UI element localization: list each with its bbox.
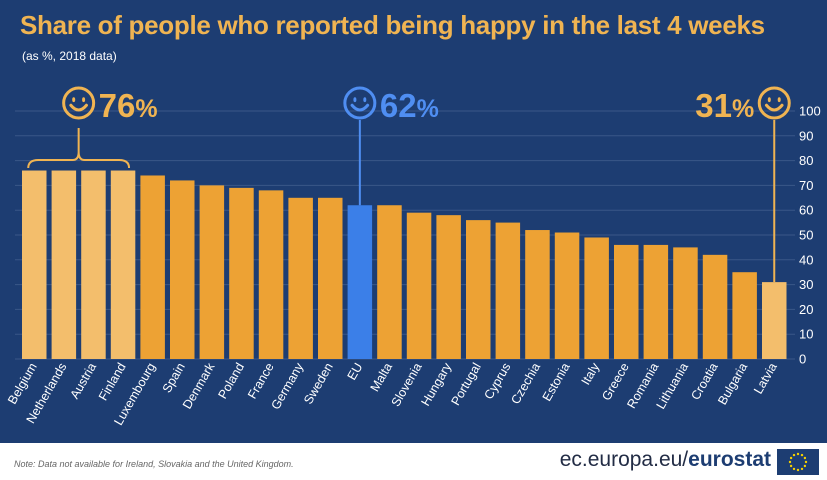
bar-croatia xyxy=(702,254,728,359)
category-label: Poland xyxy=(215,360,247,401)
bar-romania xyxy=(643,244,669,359)
callout-number: 62 xyxy=(380,87,417,124)
category-label: Malta xyxy=(368,360,395,394)
callout-unit: % xyxy=(135,95,157,123)
bar-netherlands xyxy=(51,170,77,359)
y-tick-label: 20 xyxy=(799,302,813,317)
y-tick-label: 90 xyxy=(799,128,813,143)
callout-value: 76% xyxy=(99,87,158,124)
category-label: France xyxy=(245,360,277,401)
callout-unit: % xyxy=(732,95,754,123)
y-tick-label: 0 xyxy=(799,352,806,367)
callout-number: 76 xyxy=(99,87,136,124)
category-label: Croatia xyxy=(688,360,720,402)
smiley-icon xyxy=(343,86,377,120)
bar-slovenia xyxy=(406,212,432,359)
y-tick-label: 60 xyxy=(799,203,813,218)
bar-czechia xyxy=(525,230,550,359)
bar-bulgaria xyxy=(732,272,757,359)
category-label: Austria xyxy=(67,360,99,401)
bar-france xyxy=(258,190,284,359)
bar-portugal xyxy=(466,220,491,359)
callout-unit: % xyxy=(417,95,439,123)
category-label: Estonia xyxy=(540,360,573,403)
bar-greece xyxy=(614,244,639,359)
eu-flag-icon xyxy=(777,449,819,475)
brand-prefix: ec.europa.eu/ xyxy=(559,448,689,471)
y-tick-label: 50 xyxy=(799,228,813,243)
bar-lithuania xyxy=(673,247,698,359)
footer: Note: Data not available for Ireland, Sl… xyxy=(0,443,827,480)
y-tick-label: 70 xyxy=(799,178,813,193)
y-tick-label: 80 xyxy=(799,153,813,168)
bar-italy xyxy=(584,237,609,359)
category-label: Spain xyxy=(160,360,188,395)
callout-value: 31% xyxy=(695,87,754,124)
bar-sweden xyxy=(318,197,343,359)
brand-name: eurostat xyxy=(688,448,771,471)
category-label: Finland xyxy=(96,360,129,403)
bar-belgium xyxy=(22,170,47,359)
y-tick-label: 40 xyxy=(799,252,813,267)
bar-cyprus xyxy=(495,222,521,359)
bar-luxembourg xyxy=(140,175,165,359)
chart-title: Share of people who reported being happy… xyxy=(20,10,765,40)
bar-eu xyxy=(347,205,373,359)
category-label: Sweden xyxy=(301,360,336,406)
bar-estonia xyxy=(554,232,580,359)
bar-germany xyxy=(288,197,313,359)
bar-austria xyxy=(81,170,106,359)
callout-number: 31 xyxy=(695,87,732,124)
y-tick-label: 100 xyxy=(799,104,821,119)
bar-denmark xyxy=(199,185,225,359)
category-label: EU xyxy=(345,361,366,383)
bar-malta xyxy=(377,205,402,359)
category-label: Latvia xyxy=(751,360,780,396)
callout-bracket xyxy=(27,151,131,169)
category-label: Cyprus xyxy=(482,360,514,401)
bar-hungary xyxy=(436,215,461,359)
category-label: Czechia xyxy=(508,360,543,406)
callout-value: 62% xyxy=(380,87,439,124)
category-label: Italy xyxy=(579,360,603,388)
y-tick-label: 10 xyxy=(799,327,813,342)
bar-poland xyxy=(229,187,254,359)
smiley-icon xyxy=(757,86,791,120)
chart-subtitle: (as %, 2018 data) xyxy=(22,49,117,63)
bar-chart: 0102030405060708090100BelgiumNetherlands… xyxy=(5,86,821,428)
category-label: Greece xyxy=(599,360,632,403)
eurostat-brand[interactable]: ec.europa.eu/eurostat xyxy=(560,448,771,472)
footnote: Note: Data not available for Ireland, Sl… xyxy=(14,459,294,469)
y-tick-label: 30 xyxy=(799,277,813,292)
smiley-icon xyxy=(62,86,96,120)
bar-finland xyxy=(110,170,136,359)
bar-spain xyxy=(170,180,195,359)
bar-latvia xyxy=(762,282,787,359)
